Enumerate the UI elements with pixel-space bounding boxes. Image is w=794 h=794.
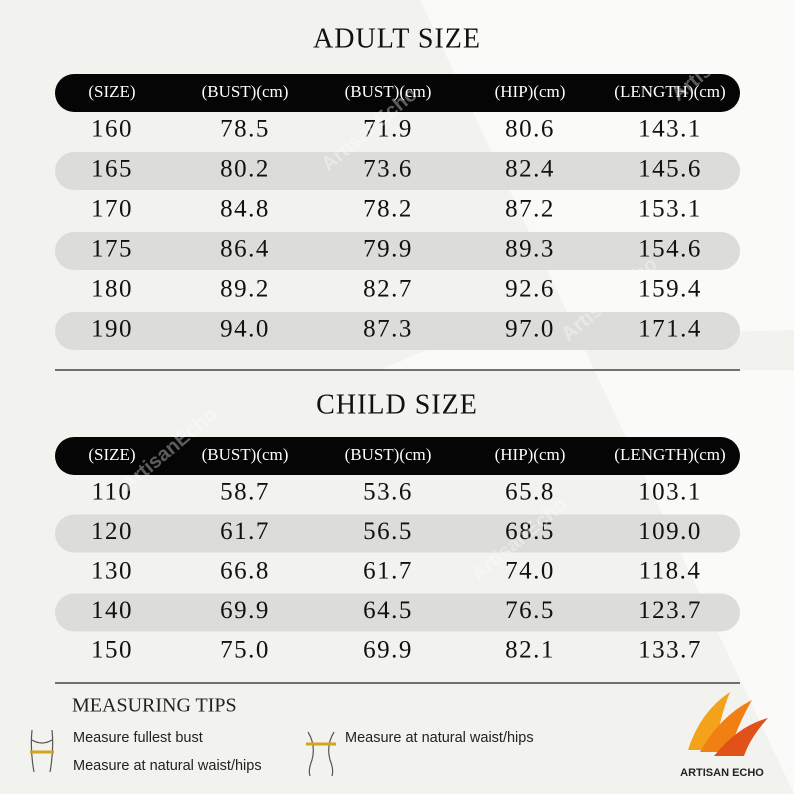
cell: 97.0 xyxy=(505,316,555,343)
cell: 165 xyxy=(91,156,133,183)
cell: 170 xyxy=(91,196,133,223)
cell: 53.6 xyxy=(363,479,413,506)
cell: 79.9 xyxy=(363,236,413,263)
cell: 84.8 xyxy=(220,196,270,223)
logo-text: ARTISAN ECHO xyxy=(680,767,764,779)
cell: 133.7 xyxy=(638,637,702,664)
header-bar xyxy=(55,437,740,475)
cell: 118.4 xyxy=(639,558,702,585)
cell: 171.4 xyxy=(638,316,702,343)
tip: Measure at natural waist/hips xyxy=(73,758,262,774)
cell: 180 xyxy=(91,276,133,303)
cell: 123.7 xyxy=(638,597,702,624)
cell: 82.7 xyxy=(363,276,413,303)
cell: 120 xyxy=(91,518,133,545)
cell: 82.1 xyxy=(505,637,555,664)
cell: 74.0 xyxy=(505,558,555,585)
row-stripe xyxy=(55,514,740,553)
cell: 69.9 xyxy=(363,637,413,664)
cell: 160 xyxy=(91,116,133,143)
cell: 145.6 xyxy=(638,156,702,183)
table-title: CHILD SIZE xyxy=(316,389,478,420)
header-cell: (BUST)(cm) xyxy=(345,445,432,464)
cell: 150 xyxy=(91,637,133,664)
logo-mark xyxy=(688,692,768,756)
tip: Measure at natural waist/hips xyxy=(345,730,534,746)
header-cell: (LENGTH)(cm) xyxy=(614,82,725,101)
cell: 153.1 xyxy=(638,196,702,223)
cell: 159.4 xyxy=(638,276,702,303)
cell: 61.7 xyxy=(220,518,270,545)
cell: 89.2 xyxy=(220,276,270,303)
cell: 80.6 xyxy=(505,116,555,143)
cell: 87.3 xyxy=(363,316,413,343)
tables: ADULT SIZE (SIZE) (BUST)(cm) (BUST)(cm) (HIP… xyxy=(55,23,740,664)
cell: 175 xyxy=(91,236,133,263)
cell: 143.1 xyxy=(638,116,702,143)
row-stripe xyxy=(55,232,740,270)
header-cell: (BUST)(cm) xyxy=(202,445,289,464)
cell: 80.2 xyxy=(220,156,270,183)
cell: 86.4 xyxy=(220,236,270,263)
bust-icon xyxy=(30,729,54,773)
cell: 64.5 xyxy=(363,597,413,624)
table-title: ADULT SIZE xyxy=(313,23,481,54)
cell: 94.0 xyxy=(220,316,270,343)
header-cell: (LENGTH)(cm) xyxy=(614,445,725,464)
cell: 190 xyxy=(91,316,133,343)
cell: 103.1 xyxy=(638,479,702,506)
cell: 58.7 xyxy=(220,479,270,506)
row-stripe xyxy=(55,593,740,632)
background-band xyxy=(380,0,794,794)
row-stripe xyxy=(55,312,740,350)
cell: 154.6 xyxy=(638,236,702,263)
header-cell: (BUST)(cm) xyxy=(202,82,289,101)
dividers xyxy=(55,369,740,684)
cell: 78.2 xyxy=(363,196,413,223)
cell: 68.5 xyxy=(505,518,555,545)
cell: 140 xyxy=(91,597,133,624)
cell: 65.8 xyxy=(505,479,555,506)
header-cell: (SIZE) xyxy=(88,445,135,464)
cell: 110 xyxy=(91,479,132,506)
cell: 71.9 xyxy=(363,116,413,143)
cell: 73.6 xyxy=(363,156,413,183)
header-cell: (HIP)(cm) xyxy=(495,445,566,464)
cell: 61.7 xyxy=(363,558,413,585)
header-cell: (HIP)(cm) xyxy=(495,82,566,101)
cell: 69.9 xyxy=(220,597,270,624)
cell: 87.2 xyxy=(505,196,555,223)
cell: 82.4 xyxy=(505,156,555,183)
cell: 56.5 xyxy=(363,518,413,545)
cell: 89.3 xyxy=(505,236,555,263)
cell: 78.5 xyxy=(220,116,270,143)
tips-title: MEASURING TIPS xyxy=(72,695,237,717)
waist-icon xyxy=(306,731,336,777)
cell: 66.8 xyxy=(220,558,270,585)
cell: 75.0 xyxy=(220,637,270,664)
tip: Measure fullest bust xyxy=(73,730,203,746)
cell: 92.6 xyxy=(505,276,555,303)
header-bar xyxy=(55,74,740,112)
cell: 76.5 xyxy=(505,597,555,624)
cell: 109.0 xyxy=(638,518,702,545)
header-cell: (SIZE) xyxy=(88,82,135,101)
header-cell: (BUST)(cm) xyxy=(345,82,432,101)
row-stripe xyxy=(55,152,740,190)
cell: 130 xyxy=(91,558,133,585)
